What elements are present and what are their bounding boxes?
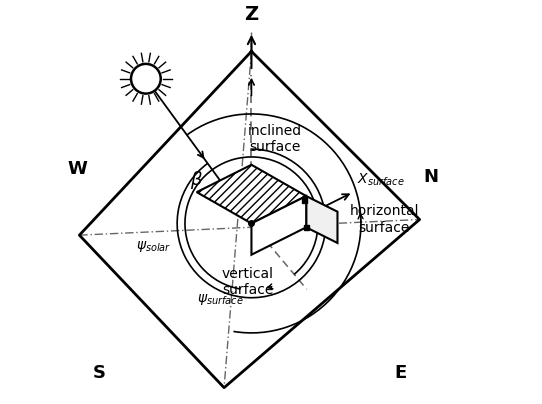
Text: $\psi_{surface}$: $\psi_{surface}$: [197, 292, 243, 307]
Text: N: N: [423, 168, 438, 185]
Polygon shape: [304, 225, 309, 230]
Polygon shape: [197, 165, 306, 223]
Text: Z: Z: [244, 5, 259, 24]
Polygon shape: [251, 196, 306, 255]
Text: P: P: [255, 233, 267, 248]
Text: E: E: [394, 364, 406, 382]
Text: $\beta$: $\beta$: [190, 169, 203, 191]
Circle shape: [131, 64, 161, 94]
Polygon shape: [306, 196, 338, 243]
Text: W: W: [67, 160, 87, 178]
Text: vertical
surface: vertical surface: [222, 267, 274, 297]
Text: inclined
surface: inclined surface: [248, 124, 302, 154]
Text: S: S: [93, 364, 106, 382]
Text: horizontal
surface: horizontal surface: [350, 204, 419, 235]
Text: $\psi_{solar}$: $\psi_{solar}$: [136, 240, 171, 255]
Text: $X_{surface}$: $X_{surface}$: [357, 172, 405, 188]
Polygon shape: [302, 198, 307, 203]
